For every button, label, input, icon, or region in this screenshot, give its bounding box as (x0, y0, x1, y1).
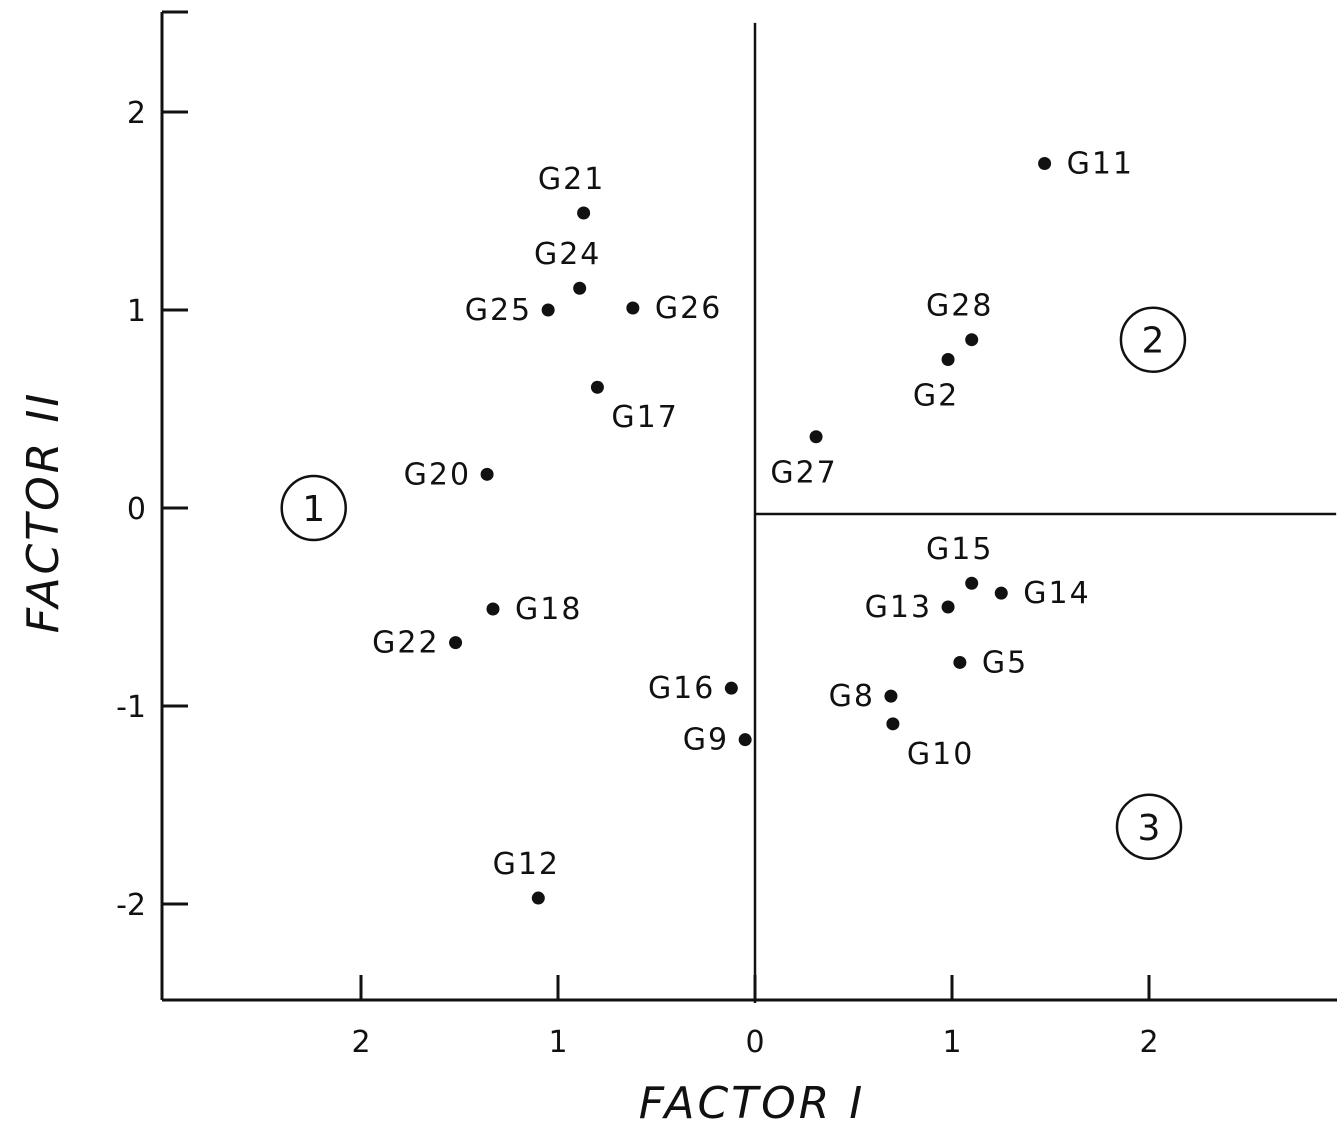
region-circle (1119, 306, 1187, 373)
data-point-label: G18 (515, 592, 582, 627)
data-point (941, 600, 955, 614)
data-point-label: G12 (493, 847, 560, 882)
data-point (541, 303, 555, 317)
data-point-label: G10 (907, 737, 974, 772)
x-axis-title: FACTOR I (639, 1078, 866, 1128)
data-point-label: G13 (865, 590, 932, 625)
data-point (531, 891, 545, 905)
data-point-label: G27 (770, 456, 837, 491)
data-point-label: G5 (982, 645, 1028, 680)
data-point-label: G26 (655, 291, 722, 326)
data-point (809, 430, 823, 444)
data-point (886, 717, 900, 731)
x-tick-label: 1 (548, 1025, 567, 1060)
data-point (941, 353, 955, 366)
data-point (480, 467, 494, 481)
y-tick-label: 1 (127, 294, 146, 329)
data-point-label: G8 (829, 679, 875, 714)
data-point (724, 681, 738, 695)
data-point (965, 576, 979, 590)
data-point-label: G15 (926, 532, 993, 567)
data-point-label: G17 (611, 400, 678, 435)
region-circle (1115, 793, 1183, 861)
region-circle (280, 474, 347, 542)
data-point (449, 636, 463, 650)
region-markers: 1 2 3 (280, 306, 1187, 861)
data-point (965, 333, 979, 347)
data-point (486, 602, 500, 616)
x-tick-label: 2 (1139, 1025, 1158, 1060)
y-tick-label: 0 (127, 492, 146, 527)
y-tick-label: -2 (116, 888, 146, 923)
data-point (994, 586, 1008, 600)
data-point (738, 733, 752, 747)
x-tick-label: 1 (942, 1025, 961, 1060)
data-point (577, 206, 591, 220)
data-point (573, 281, 587, 295)
data-point-label: G21 (538, 162, 605, 197)
data-point-label: G28 (926, 289, 993, 324)
data-point-label: G25 (465, 293, 532, 328)
data-point (953, 655, 967, 669)
data-point (884, 689, 898, 703)
y-tick-label: 2 (127, 96, 146, 131)
data-point (590, 380, 604, 394)
data-point (626, 301, 640, 315)
quadrant-dividers (753, 22, 1337, 1003)
region-number: 2 (1141, 321, 1164, 362)
x-axis-ticks: 2 1 0 1 2 (351, 975, 1159, 1060)
y-tick-label: -1 (116, 690, 146, 725)
data-point-label: G20 (404, 457, 471, 492)
data-point-label: G24 (534, 237, 601, 272)
data-point-label: G11 (1067, 146, 1134, 181)
y-axis-ticks: 2 1 0 -1 -2 (116, 96, 188, 923)
region-number: 3 (1138, 808, 1161, 849)
region-number: 1 (302, 489, 325, 530)
x-tick-label: 2 (351, 1025, 370, 1060)
data-point-label: G9 (683, 723, 729, 758)
y-axis-title: FACTOR II (18, 391, 69, 634)
x-tick-label: 0 (745, 1025, 764, 1060)
data-point-label: G2 (913, 379, 959, 414)
data-point-label: G16 (648, 671, 715, 706)
data-point-label: G22 (372, 626, 439, 661)
data-point-label: G14 (1023, 576, 1090, 611)
data-point (1038, 156, 1052, 170)
